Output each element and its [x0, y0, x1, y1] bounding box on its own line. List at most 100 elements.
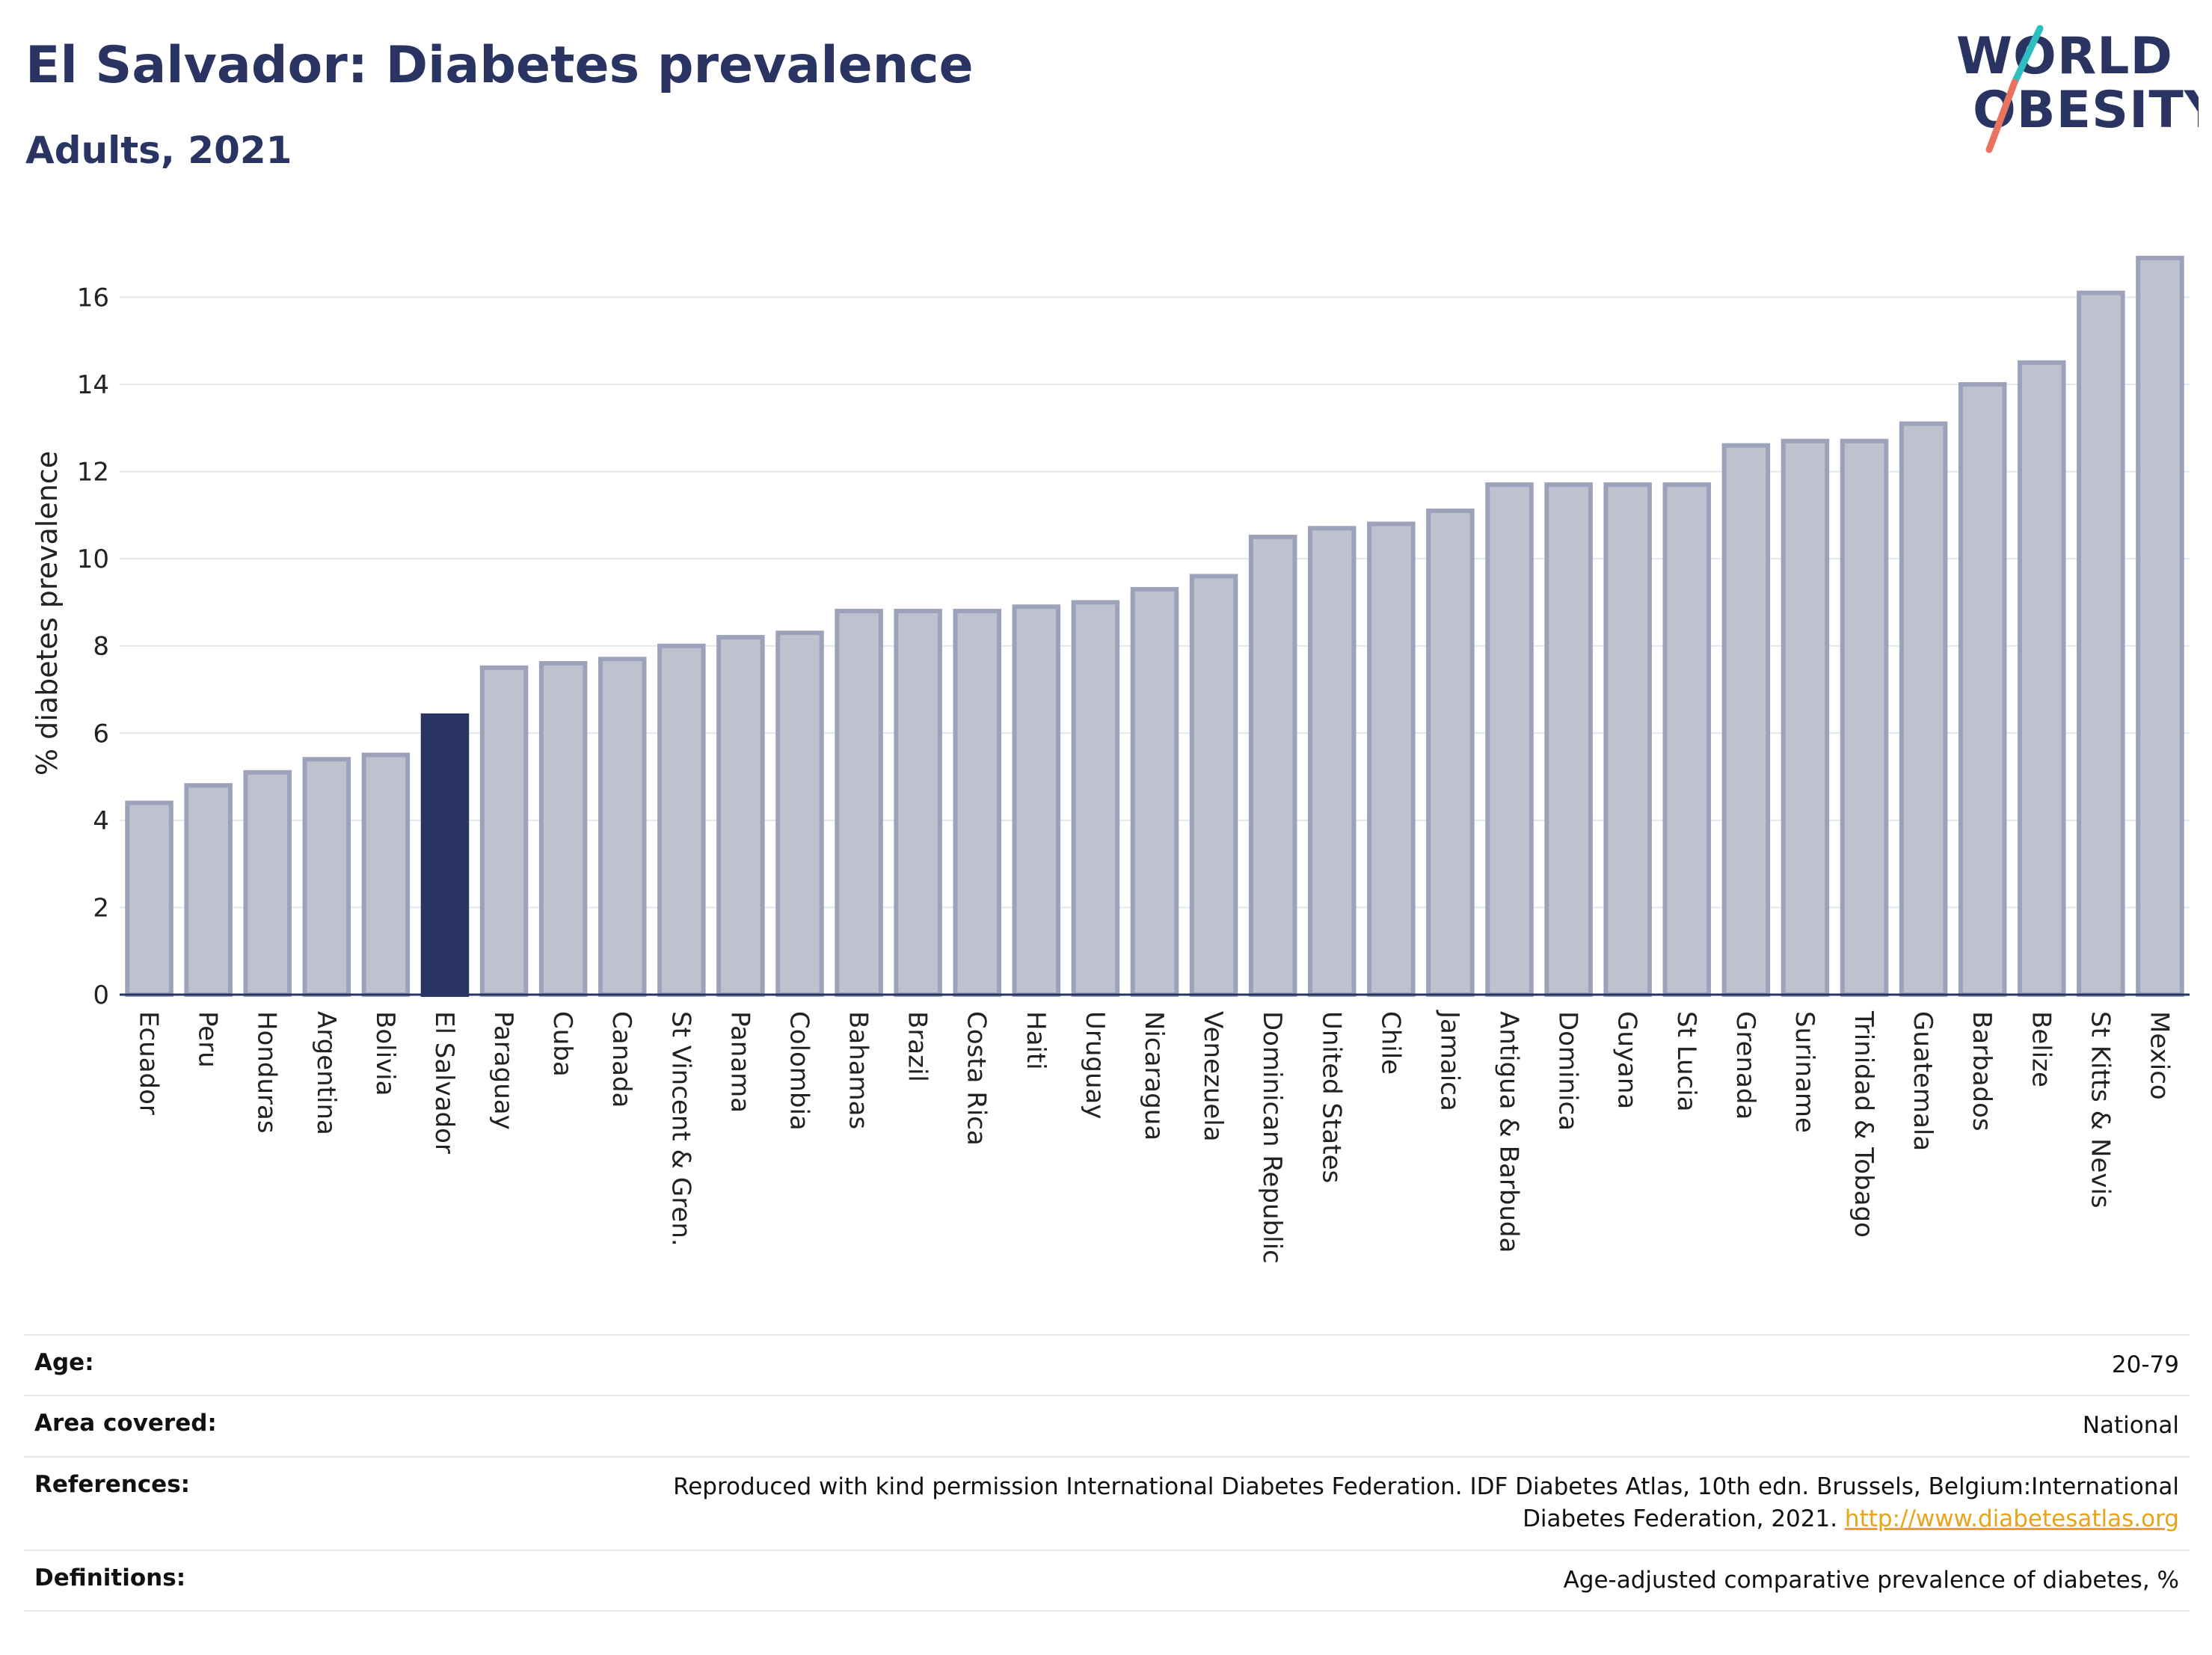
age-value: 20-79 [2111, 1351, 2179, 1378]
logo-line1: WORLD [1956, 27, 2173, 86]
bar-honduras [243, 770, 292, 997]
x-tick-label: Suriname [1789, 1011, 1819, 1133]
bar-argentina [302, 757, 351, 997]
x-tick-label: Mexico [2144, 1011, 2174, 1100]
chart-subtitle: Adults, 2021 [25, 129, 292, 172]
bar-united-states [1307, 526, 1357, 998]
y-axis-ticks: 0 2 4 6 8 10 12 14 16 [77, 283, 109, 1010]
x-tick-label: Bahamas [844, 1011, 873, 1129]
y-tick-label: 6 [93, 719, 109, 749]
x-tick-label: Costa Rica [962, 1011, 992, 1146]
info-table: Age: 20-79 Area covered: National Refere… [24, 1334, 2190, 1612]
info-row-area: Area covered: National [24, 1395, 2190, 1456]
bar-bahamas [835, 609, 883, 997]
x-tick-label: Jamaica [1434, 1010, 1464, 1111]
info-row-definitions: Definitions: Age-adjusted comparative pr… [24, 1550, 2190, 1611]
bar-guatemala [1899, 421, 1948, 997]
x-tick-label: El Salvador [429, 1011, 459, 1154]
bar-belize [2018, 360, 2066, 998]
bar-antigua-barbuda [1485, 482, 1534, 997]
area-label: Area covered: [34, 1410, 217, 1437]
x-tick-label: Cuba [547, 1011, 577, 1077]
bar-bolivia [361, 752, 411, 998]
x-tick-label: Bolivia [370, 1011, 400, 1096]
bar-trinidad-tobago [1840, 438, 1889, 997]
x-tick-label: Nicaragua [1139, 1011, 1169, 1140]
bar-barbados [1958, 382, 2007, 997]
references-label: References: [34, 1470, 191, 1498]
x-tick-label: Barbados [1967, 1011, 1997, 1132]
x-tick-label: Argentina [311, 1011, 341, 1135]
x-tick-label: Brazil [903, 1011, 933, 1082]
bar-uruguay [1071, 600, 1120, 997]
bar-haiti [1012, 604, 1061, 997]
x-tick-label: Ecuador [134, 1011, 164, 1115]
bar-jamaica [1426, 509, 1475, 997]
bar-suriname [1781, 438, 1830, 997]
y-tick-label: 16 [77, 283, 109, 313]
y-tick-label: 0 [93, 980, 109, 1010]
x-tick-label: Belize [2026, 1011, 2056, 1087]
bar-mexico [2136, 255, 2184, 997]
bar-colombia [775, 630, 824, 997]
x-tick-label: Trinidad & Tobago [1849, 1010, 1878, 1238]
x-tick-label: Guyana [1612, 1011, 1642, 1109]
bar-chile [1367, 521, 1416, 997]
info-row-references: References: Reproduced with kind permiss… [24, 1456, 2190, 1550]
bar-paraguay [479, 665, 529, 997]
bar-dominican-republic [1248, 535, 1297, 997]
area-value: National [2082, 1412, 2179, 1440]
definitions-label: Definitions: [34, 1564, 186, 1591]
x-tick-label: Grenada [1730, 1011, 1760, 1120]
bar-canada [597, 657, 647, 997]
x-tick-label: Peru [193, 1011, 223, 1068]
x-tick-label: Paraguay [488, 1011, 518, 1130]
y-tick-label: 8 [93, 632, 109, 662]
bar-venezuela [1189, 574, 1238, 997]
y-tick-label: 14 [77, 370, 109, 400]
logo-accent-teal [2011, 25, 2044, 86]
y-tick-label: 4 [93, 806, 109, 836]
bar-st-kitts-nevis [2077, 290, 2125, 998]
bar-brazil [894, 609, 942, 997]
world-obesity-logo: WORLD OBESITY [1956, 25, 2199, 153]
y-tick-label: 2 [93, 893, 109, 923]
x-tick-label: Colombia [784, 1011, 814, 1131]
x-tick-label: St Lucia [1671, 1011, 1701, 1112]
bar-nicaragua [1130, 586, 1179, 997]
category-labels: Ecuador Peru Honduras Argentina Bolivia El Sa… [134, 1010, 2175, 1264]
bar-panama [716, 635, 765, 997]
bar-cuba [538, 661, 588, 997]
bar-el-salvador [420, 713, 470, 997]
y-axis-title: % diabetes prevalence [31, 451, 64, 776]
x-tick-label: Honduras [252, 1011, 282, 1134]
x-tick-label: St Kitts & Nevis [2085, 1011, 2115, 1209]
x-tick-label: Canada [606, 1011, 636, 1108]
x-tick-label: Dominican Republic [1257, 1011, 1287, 1264]
bar-peru [184, 783, 233, 997]
x-tick-label: Haiti [1021, 1011, 1051, 1070]
bar-st-lucia [1662, 482, 1712, 997]
references-text: Reproduced with kind permission Internat… [673, 1473, 2179, 1533]
x-tick-label: Chile [1375, 1011, 1405, 1075]
age-label: Age: [34, 1349, 94, 1376]
x-tick-label: Antigua & Barbuda [1494, 1011, 1524, 1253]
bar-ecuador [125, 800, 173, 997]
bar-costa-rica [953, 609, 1002, 997]
bar-dominica [1544, 482, 1593, 997]
logo-accent-coral [1985, 79, 2018, 153]
x-tick-label: United States [1316, 1011, 1346, 1183]
bar-grenada [1721, 443, 1771, 998]
definitions-value: Age-adjusted comparative prevalence of d… [1563, 1566, 2179, 1594]
chart-title: El Salvador: Diabetes prevalence [25, 36, 974, 95]
x-tick-label: Uruguay [1080, 1011, 1110, 1120]
info-row-age: Age: 20-79 [24, 1335, 2190, 1395]
bars [125, 255, 2184, 998]
x-tick-label: Dominica [1553, 1011, 1583, 1131]
bar-chart: 0 2 4 6 8 10 12 14 16 Ecuador Peru Honduras Argenti… [31, 255, 2190, 1264]
x-tick-label: St Vincent & Gren. [666, 1011, 695, 1247]
x-tick-label: Venezuela [1198, 1011, 1228, 1142]
references-value: Reproduced with kind permission Internat… [568, 1457, 2190, 1550]
references-link[interactable]: http://www.diabetesatlas.org [1844, 1505, 2179, 1533]
y-tick-label: 12 [77, 458, 109, 488]
